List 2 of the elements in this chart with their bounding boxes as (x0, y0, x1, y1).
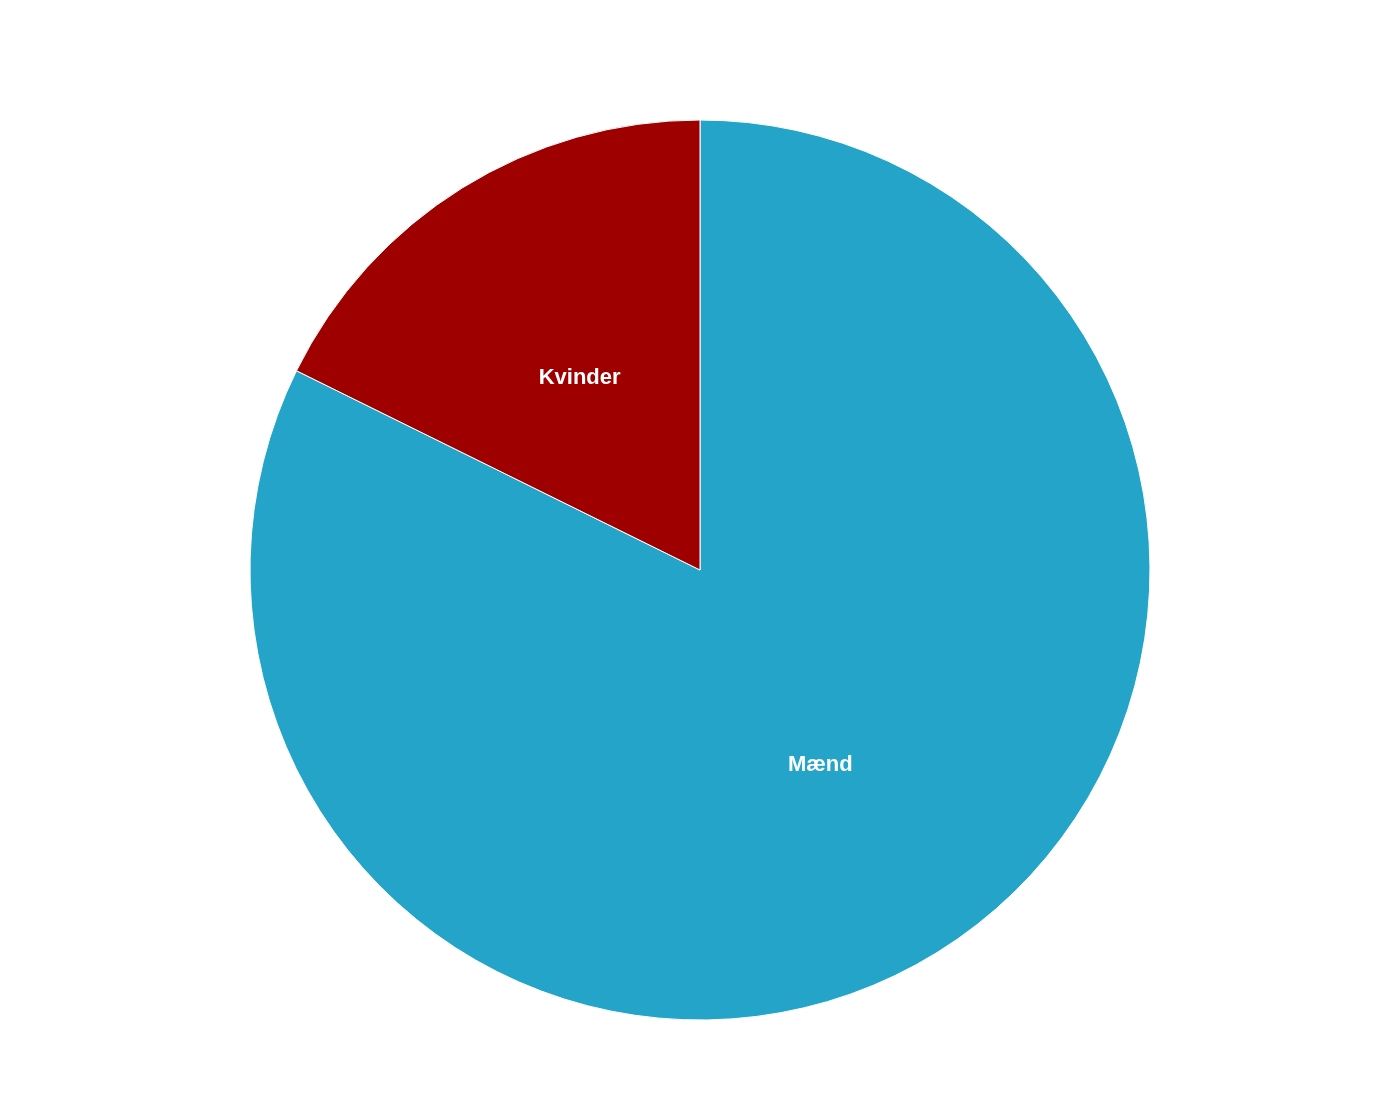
slice-label: Kvinder (538, 363, 622, 389)
slice-label: Mænd (787, 751, 853, 777)
